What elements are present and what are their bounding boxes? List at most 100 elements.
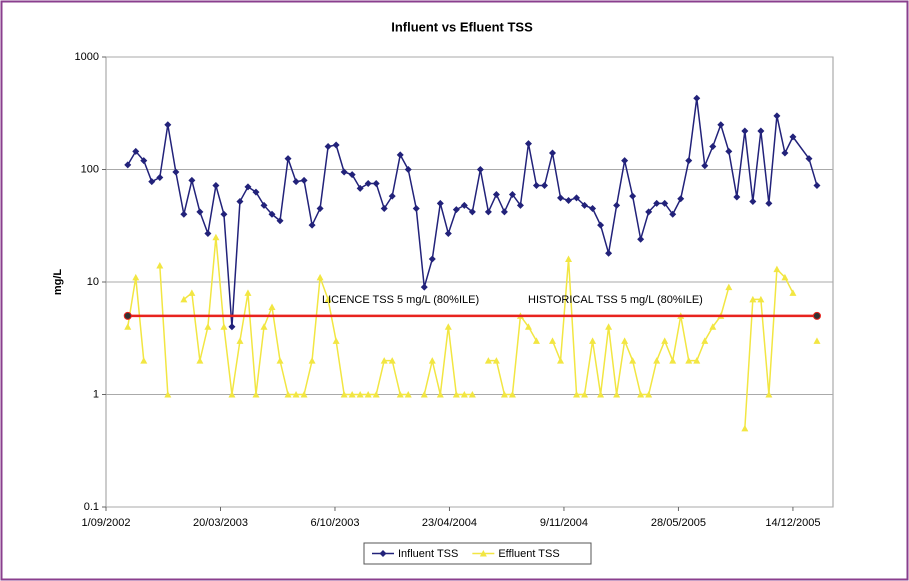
data-point — [532, 337, 540, 344]
data-point — [212, 182, 220, 190]
data-point — [773, 112, 781, 120]
data-point — [212, 233, 220, 241]
data-point — [565, 197, 573, 205]
data-point — [180, 210, 188, 218]
data-point — [476, 166, 484, 173]
data-point — [516, 201, 524, 209]
data-point — [124, 161, 132, 169]
legend: Influent TSS Effluent TSS — [363, 542, 592, 565]
data-point — [316, 205, 324, 213]
data-point — [701, 162, 709, 170]
data-point — [300, 391, 308, 398]
data-point — [557, 194, 565, 202]
data-point — [637, 391, 645, 398]
data-point — [508, 391, 516, 398]
data-point — [444, 229, 452, 237]
data-point — [468, 391, 476, 398]
data-point — [436, 199, 444, 207]
chart-title: Influent vs Efluent TSS — [391, 19, 533, 34]
data-point — [500, 391, 508, 398]
data-point — [781, 273, 789, 281]
data-point — [733, 193, 741, 201]
data-point — [340, 168, 348, 176]
data-point — [741, 127, 749, 135]
data-point — [148, 178, 156, 186]
legend-marker — [379, 550, 387, 557]
annotation: LICENCE TSS 5 mg/L (80%ILE) — [322, 294, 479, 306]
data-point — [156, 173, 164, 181]
data-point — [220, 210, 228, 218]
x-tick-label: 28/05/2005 — [651, 517, 706, 529]
data-point — [340, 391, 348, 398]
data-point — [653, 357, 661, 364]
data-point — [549, 337, 557, 344]
data-point — [372, 180, 380, 188]
reference-end — [123, 311, 132, 320]
data-point — [789, 289, 797, 296]
data-point — [420, 283, 428, 291]
data-point — [428, 255, 436, 263]
x-tick-label: 20/03/2003 — [193, 517, 248, 529]
data-point — [268, 210, 276, 218]
data-point — [180, 295, 188, 303]
data-point — [364, 391, 372, 398]
data-point — [605, 249, 613, 257]
data-point — [220, 323, 228, 330]
data-point — [252, 188, 260, 196]
y-tick-label: 1000 — [75, 51, 99, 63]
data-point — [757, 127, 765, 135]
data-point — [765, 391, 773, 398]
y-axis-label: mg/L — [52, 269, 64, 296]
data-point — [725, 147, 733, 155]
data-point — [540, 182, 548, 190]
data-point — [725, 283, 733, 291]
data-point — [260, 201, 268, 209]
data-point — [637, 235, 645, 243]
series-line — [127, 98, 818, 327]
data-point — [621, 337, 629, 344]
data-point — [524, 140, 532, 148]
data-point — [645, 208, 653, 216]
data-point — [204, 229, 212, 237]
data-point — [749, 197, 757, 205]
data-point — [332, 337, 340, 344]
data-point — [164, 391, 172, 398]
data-point — [196, 357, 204, 364]
data-point — [164, 121, 172, 129]
data-point — [717, 121, 725, 129]
data-point — [268, 303, 276, 310]
data-point — [276, 217, 284, 225]
data-point — [468, 208, 476, 216]
data-point — [284, 391, 292, 398]
data-point — [404, 391, 412, 398]
data-point — [396, 391, 404, 398]
data-point — [589, 205, 597, 213]
data-point — [396, 151, 404, 159]
data-point — [693, 94, 701, 102]
data-point — [308, 357, 316, 364]
data-point — [669, 210, 677, 218]
data-point — [428, 357, 436, 364]
data-point — [452, 391, 460, 398]
data-point — [348, 171, 356, 179]
data-point — [388, 192, 396, 200]
data-point — [188, 289, 196, 296]
data-point — [196, 208, 204, 216]
data-point — [709, 323, 717, 330]
data-point — [124, 323, 132, 330]
data-point — [685, 357, 693, 364]
data-point — [741, 424, 749, 432]
data-point — [372, 391, 380, 398]
data-point — [244, 183, 252, 191]
data-point — [436, 391, 444, 398]
data-point — [228, 391, 236, 398]
reference-end — [812, 311, 821, 320]
data-point — [813, 337, 821, 344]
data-point — [573, 194, 581, 202]
data-point — [132, 273, 140, 281]
data-point — [597, 391, 605, 398]
data-point — [364, 180, 372, 188]
data-point — [324, 143, 332, 151]
y-tick-label: 1 — [93, 388, 99, 400]
data-point — [557, 357, 565, 364]
